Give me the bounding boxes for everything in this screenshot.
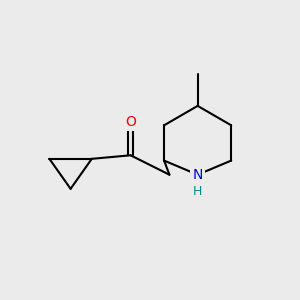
Text: N: N bbox=[193, 168, 203, 182]
Text: H: H bbox=[193, 185, 202, 198]
Text: O: O bbox=[125, 115, 136, 129]
